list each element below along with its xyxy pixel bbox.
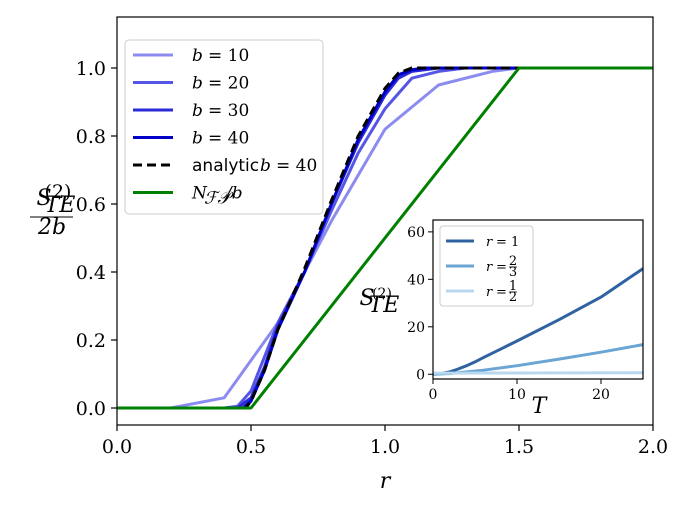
x-tick-label: 2.0 <box>638 436 668 458</box>
inset-y-tick-label: 60 <box>407 225 425 241</box>
y-axis-label-num: S <box>36 186 51 211</box>
series-line-0 <box>117 66 653 410</box>
legend-sub-5: ℱ𝒫 <box>204 189 234 209</box>
y-axis-label-sub: TE <box>45 193 76 218</box>
y-tick-label: 0.4 <box>76 262 106 284</box>
legend-val-4: = 40 <box>276 156 317 176</box>
x-tick-label: 1.5 <box>504 436 534 458</box>
legend-var-4: b <box>260 156 271 176</box>
inset-legend-den-1: 3 <box>509 265 517 280</box>
y-tick-label: 0.6 <box>76 194 106 216</box>
legend-var-3: b <box>192 129 203 149</box>
inset-legend-var-2: r <box>486 285 493 300</box>
legend-val-2: = 30 <box>208 101 249 121</box>
legend-var-1: b <box>192 74 203 94</box>
legend-var-2: b <box>192 101 203 121</box>
inset-legend-num-1: 2 <box>509 254 517 269</box>
inset-legend-box <box>439 225 534 307</box>
inset-y-axis-label-sub: TE <box>369 293 400 318</box>
main-legend-box <box>124 39 324 215</box>
inset-y-tick-label: 20 <box>407 320 425 336</box>
inset-legend-num-2: 1 <box>509 279 517 294</box>
y-axis-label-sup: (2) <box>45 181 72 203</box>
inset-x-tick-label: 10 <box>508 387 526 403</box>
legend-var-0: b <box>192 46 203 66</box>
x-tick-label: 0.5 <box>236 436 266 458</box>
y-axis-label-den: 2b <box>37 215 66 240</box>
inset-x-tick-label: 20 <box>592 387 610 403</box>
y-tick-label: 0.2 <box>76 330 106 352</box>
legend-val-5: /b <box>224 184 243 204</box>
y-tick-label: 0.0 <box>76 398 106 420</box>
inset-legend-var-1: r <box>486 260 493 275</box>
inset-legend: r = 1r = 23r = 12 <box>439 225 534 307</box>
y-tick-label: 1.0 <box>76 58 106 80</box>
legend-prefix-4: analytic <box>192 156 259 176</box>
legend-val-3: = 40 <box>208 129 249 149</box>
y-tick-label: 0.8 <box>76 126 106 148</box>
inset-frame <box>432 219 644 380</box>
inset-y-axis-label: S(2)TE <box>359 286 399 318</box>
inset-legend-var-0: r <box>486 235 493 250</box>
inset-y-axis-label-sup: (2) <box>372 286 392 302</box>
series-line-5 <box>117 66 653 410</box>
legend-val-1: = 20 <box>208 74 249 94</box>
legend-val-0: = 10 <box>208 46 249 66</box>
series-line-4 <box>117 66 653 410</box>
inset-y-tick-label: 40 <box>407 272 425 288</box>
inset-legend-eq-1: = <box>496 260 507 275</box>
x-tick-label: 1.0 <box>370 436 400 458</box>
x-axis-label: r <box>380 469 392 494</box>
inset-y-axis-label-num: S <box>359 286 374 311</box>
inset-x-axis-label: T <box>532 394 549 419</box>
legend-var-5: N <box>191 184 208 204</box>
inset-legend-val-0: = 1 <box>496 235 519 250</box>
inset-x-tick-label: 0 <box>429 387 438 403</box>
inset-legend-den-2: 2 <box>509 290 517 305</box>
x-tick-label: 0.0 <box>102 436 132 458</box>
inset-y-tick-label: 0 <box>416 367 425 383</box>
main-plot-area: 0.0 0.5 1.0 1.5 2.00.00.20.40.60.81.0rS(2)TE… <box>30 16 668 494</box>
inset-legend-eq-2: = <box>496 285 507 300</box>
